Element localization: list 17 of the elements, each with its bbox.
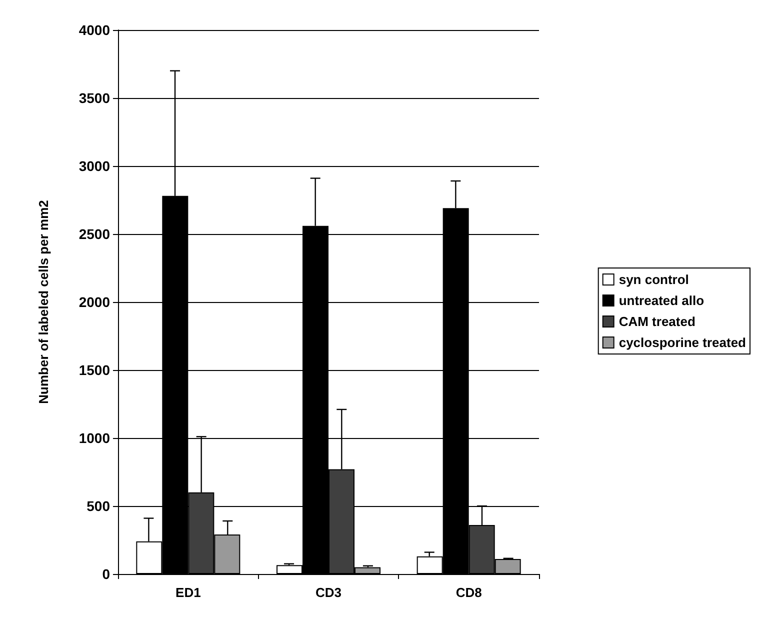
x-tick-label: CD8 — [456, 585, 482, 600]
legend-label: syn control — [618, 272, 689, 287]
y-tick-label: 3000 — [78, 158, 110, 174]
y-axis-title: Number of labeled cells per mm2 — [36, 200, 51, 404]
y-tick-label: 500 — [86, 498, 110, 514]
legend-label: untreated allo — [618, 293, 704, 308]
y-tick-label: 2500 — [78, 226, 110, 242]
legend-label: CAM treated — [618, 314, 696, 329]
y-tick-label: 1000 — [78, 430, 110, 446]
x-tick-label: ED1 — [176, 585, 201, 600]
y-tick-label: 1500 — [78, 362, 110, 378]
y-tick-label: 4000 — [78, 22, 110, 38]
legend-label: cyclosporine treated — [618, 335, 746, 350]
x-tick-label: CD3 — [315, 585, 342, 600]
y-tick-label: 2000 — [78, 294, 110, 310]
y-tick-label: 3500 — [78, 90, 110, 106]
y-tick-label: 0 — [102, 566, 110, 582]
